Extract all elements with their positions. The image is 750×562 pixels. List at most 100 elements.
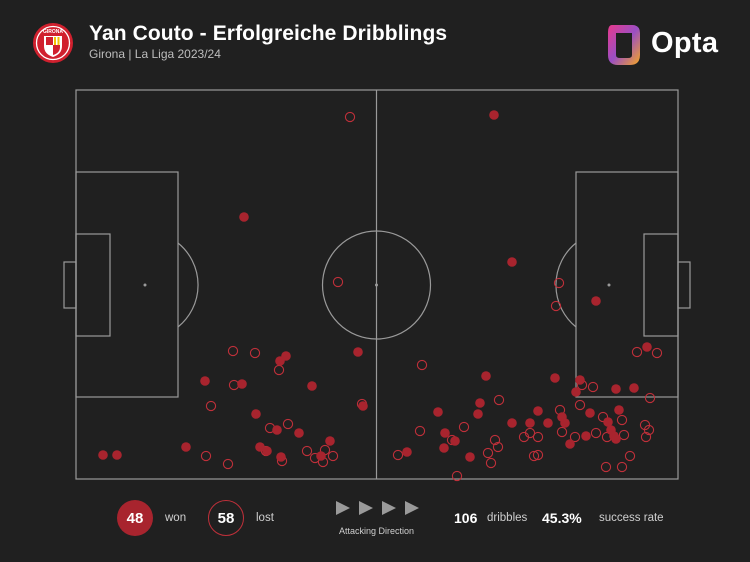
won-dribble-marker [465, 452, 475, 462]
lost-dribble-marker [485, 457, 497, 469]
won-dribble-marker [642, 342, 652, 352]
lost-dribble-marker [416, 359, 428, 371]
won-dribble-marker [255, 442, 265, 452]
dribbles-count: 106 [454, 510, 478, 526]
lost-dribble-marker [532, 431, 544, 443]
lost-dribble-marker [327, 450, 339, 462]
lost-dribble-marker [482, 447, 494, 459]
right-goal [677, 261, 691, 309]
won-dribble-marker [275, 356, 285, 366]
won-dribble-marker [200, 376, 210, 386]
won-dribble-marker [450, 436, 460, 446]
won-dribble-marker [591, 296, 601, 306]
opta-logo-icon [608, 25, 640, 65]
left-penalty-spot [143, 283, 147, 287]
dribbles-label: dribbles [487, 512, 528, 524]
won-dribble-marker [629, 383, 639, 393]
lost-dribble-marker [574, 399, 586, 411]
won-dribble-marker [507, 257, 517, 267]
right-penalty-arc [555, 242, 577, 328]
lost-dribble-marker [587, 381, 599, 393]
won-dribble-marker [543, 418, 553, 428]
lost-dribbles-layer [200, 111, 663, 482]
won-dribble-marker [473, 409, 483, 419]
won-dribble-marker [440, 428, 450, 438]
lost-dribble-marker [532, 449, 544, 461]
attacking-direction-arrows-icon [336, 501, 419, 515]
lost-dribble-marker [301, 445, 313, 457]
lost-dribble-marker [205, 400, 217, 412]
lost-dribble-marker [332, 276, 344, 288]
won-dribble-marker [272, 425, 282, 435]
crest-text: GIRONA [43, 29, 63, 35]
won-dribble-marker [489, 110, 499, 120]
lost-dribble-marker [273, 364, 285, 376]
lost-dribble-marker [493, 394, 505, 406]
won-dribble-marker [181, 442, 191, 452]
won-count-badge: 48 [117, 500, 153, 536]
lost-dribble-marker [200, 450, 212, 462]
lost-dribble-marker [643, 424, 655, 436]
lost-dribble-marker [492, 441, 504, 453]
won-dribble-marker [550, 373, 560, 383]
won-dribble-marker [402, 447, 412, 457]
lost-dribble-marker [222, 458, 234, 470]
right-six-yard-box [643, 233, 679, 337]
lost-dribble-marker [624, 450, 636, 462]
lost-dribble-marker [569, 431, 581, 443]
lost-dribble-marker [489, 434, 501, 446]
won-dribble-marker [533, 406, 543, 416]
won-dribble-marker [316, 451, 326, 461]
won-dribble-marker [237, 379, 247, 389]
won-dribble-marker [262, 446, 272, 456]
lost-dribble-marker [644, 392, 656, 404]
lost-dribble-marker [640, 431, 652, 443]
lost-dribble-marker [590, 427, 602, 439]
lost-dribble-marker [550, 300, 562, 312]
won-dribble-marker [581, 431, 591, 441]
lost-dribble-marker [227, 345, 239, 357]
opta-wordmark: Opta [651, 27, 719, 59]
girona-crest-logo: GIRONA [33, 23, 73, 63]
lost-dribble-marker [651, 347, 663, 359]
lost-dribble-marker [282, 418, 294, 430]
won-dribble-marker [525, 418, 535, 428]
won-dribble-marker [507, 418, 517, 428]
left-six-yard-box [75, 233, 111, 337]
lost-dribble-marker [451, 470, 463, 482]
lost-dribble-marker [249, 347, 261, 359]
won-dribble-marker [112, 450, 122, 460]
lost-dribble-marker [618, 429, 630, 441]
lost-dribble-marker [518, 431, 530, 443]
lost-dribble-marker [528, 450, 540, 462]
right-penalty-spot [607, 283, 611, 287]
lost-dribble-marker [392, 449, 404, 461]
won-dribble-marker [98, 450, 108, 460]
won-dribble-marker [475, 398, 485, 408]
won-dribble-marker [585, 408, 595, 418]
lost-dribble-marker [631, 346, 643, 358]
success-rate-value: 45.3% [542, 510, 582, 526]
centre-circle [321, 230, 432, 340]
won-dribble-marker [239, 212, 249, 222]
won-dribble-marker [251, 409, 261, 419]
lost-dribble-marker [414, 425, 426, 437]
won-dribble-marker [353, 347, 363, 357]
won-dribble-marker [560, 418, 570, 428]
page-subtitle: Girona | La Liga 2023/24 [89, 47, 221, 61]
lost-dribble-marker [616, 414, 628, 426]
attacking-direction-label: Attacking Direction [339, 526, 415, 536]
right-penalty-box [575, 171, 679, 398]
won-dribble-marker [614, 405, 624, 415]
lost-count-badge: 58 [208, 500, 244, 536]
won-dribble-marker [481, 371, 491, 381]
won-dribble-marker [571, 387, 581, 397]
won-dribble-marker [325, 436, 335, 446]
lost-dribble-marker [556, 426, 568, 438]
page-title: Yan Couto - Erfolgreiche Dribblings [89, 22, 448, 45]
won-dribble-marker [611, 384, 621, 394]
won-dribble-marker [276, 452, 286, 462]
won-dribble-marker [433, 407, 443, 417]
won-dribble-marker [358, 401, 368, 411]
